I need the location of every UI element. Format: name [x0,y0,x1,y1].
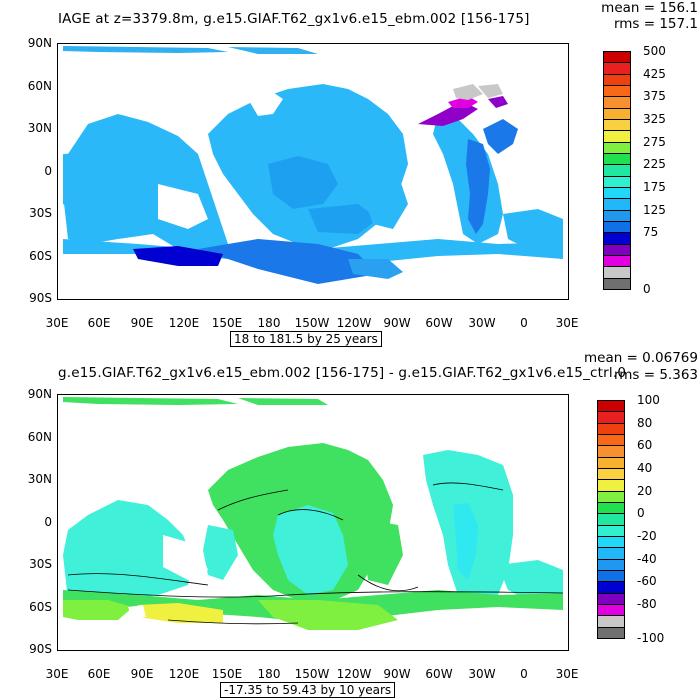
top-lat-label: 0 [44,164,52,178]
top-mean-value: mean = 156.1 [601,0,698,16]
colorbar-label: 0 [637,506,645,521]
bottom-lat-label: 0 [44,515,52,529]
colorbar-label: 275 [643,134,666,149]
top-lon-label: 90E [130,316,154,330]
bottom-lon-label: 120E [168,667,200,681]
colorbar-label: 325 [643,112,666,126]
bottom-lon-label: 30W [468,667,496,681]
colorbar-label: -60 [637,574,657,589]
colorbar-label: -40 [637,551,657,566]
top-lon-label: 90W [383,316,411,330]
top-map-frame [57,43,569,300]
top-lat-label: 90S [29,291,52,305]
bottom-rms-value: rms = 5.363 [613,367,698,383]
top-lat-label: 90N [27,36,52,50]
top-colorbar: 500 425 375 325 275 225 175 125 75 0 [603,44,693,296]
bottom-contour-range: -17.35 to 59.43 by 10 years [220,682,396,698]
top-lon-label: 60W [425,316,453,330]
bottom-map-svg [63,397,564,630]
bottom-map-frame [57,394,569,651]
bottom-colorbar: 100 80 60 40 20 0 -20 -40 -60 -80 -100 [597,393,693,645]
colorbar-label: 175 [643,180,666,194]
bottom-lon-label: 150W [294,667,330,681]
colorbar-label: 125 [643,202,666,217]
colorbar-label: 500 [643,44,666,58]
bottom-lon-label: 90W [383,667,411,681]
top-contour-range: 18 to 181.5 by 25 years [230,331,382,347]
colorbar-label: 40 [637,461,653,475]
top-lon-label: 180 [257,316,281,330]
colorbar-swatch [597,626,625,639]
bottom-lat-label: 90N [27,387,52,401]
colorbar-label: 100 [637,393,660,407]
bottom-lon-label: 30E [45,667,69,681]
bottom-lon-label: 150E [211,667,243,681]
bottom-panel-title: g.e15.GIAF.T62_gx1v6.e15_ebm.002 [156-17… [58,365,627,381]
bottom-lat-label: 90S [29,642,52,656]
top-lon-label: 30E [555,316,579,330]
bottom-lon-label: 120W [336,667,372,681]
colorbar-label: -100 [637,631,665,645]
bottom-lat-label: 30N [27,472,52,486]
colorbar-label: 75 [643,225,659,240]
colorbar-label: 225 [643,157,666,172]
top-lat-label: 60S [29,249,52,263]
top-lon-label: 120E [168,316,200,330]
top-lon-label: 60E [87,316,111,330]
top-lat-label: 30S [29,206,52,220]
colorbar-label: 60 [637,438,653,453]
bottom-lon-label: 90E [130,667,154,681]
top-lon-label: 120W [336,316,372,330]
top-map-panel: IAGE at z=3379.8m, g.e15.GIAF.T62_gx1v6.… [27,0,698,347]
bottom-lon-label: 30E [555,667,579,681]
top-lon-label: 0 [520,316,528,330]
bottom-lon-label: 60E [87,667,111,681]
bottom-lat-label: 60N [27,430,52,444]
top-map-svg [63,46,563,284]
colorbar-swatch [603,277,631,290]
bottom-lon-label: 60W [425,667,453,681]
top-panel-title: IAGE at z=3379.8m, g.e15.GIAF.T62_gx1v6.… [58,11,530,27]
bottom-mean-value: mean = 0.06769 [583,350,698,366]
colorbar-label: 375 [643,89,666,104]
bottom-lat-label: 30S [29,557,52,571]
top-rms-value: rms = 157.1 [613,16,698,32]
bottom-map-panel: g.e15.GIAF.T62_gx1v6.e15_ebm.002 [156-17… [0,350,700,700]
colorbar-label: -80 [637,597,657,611]
top-lon-label: 30W [468,316,496,330]
colorbar-label: 80 [637,415,653,430]
top-lon-label: 150W [294,316,330,330]
top-lon-label: 150E [211,316,243,330]
bottom-lon-label: 180 [257,667,281,681]
top-lat-label: 60N [27,79,52,93]
colorbar-label: -20 [637,529,657,543]
top-lat-label: 30N [27,121,52,135]
colorbar-label: 425 [643,66,666,81]
bottom-lon-label: 0 [520,667,528,681]
top-lon-label: 30E [45,316,69,330]
bottom-lat-label: 60S [29,600,52,614]
colorbar-label: 0 [643,282,651,296]
colorbar-label: 20 [637,483,653,498]
